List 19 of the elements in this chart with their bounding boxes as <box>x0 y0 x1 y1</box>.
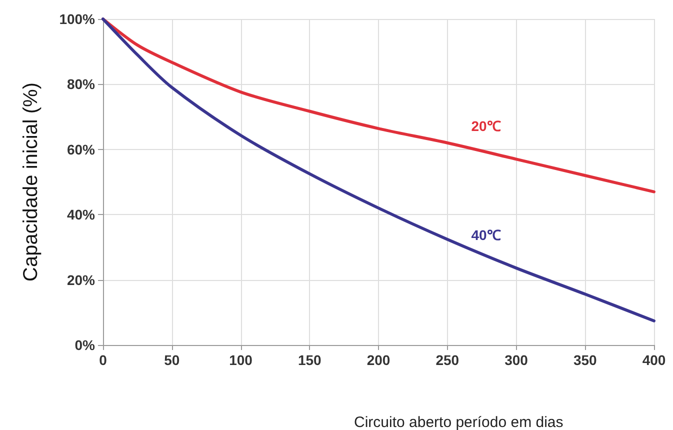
series-label: 40℃ <box>471 227 501 244</box>
x-tick-label: 50 <box>164 352 180 368</box>
y-tick-label: 60% <box>66 141 96 158</box>
x-tick-label: 0 <box>99 352 108 368</box>
y-tick-label: 0% <box>74 337 96 353</box>
y-tick-label: 80% <box>66 76 96 92</box>
x-tick-label: 200 <box>366 352 390 368</box>
x-tick-label: 400 <box>642 352 666 368</box>
series-label: 20℃ <box>471 118 501 134</box>
y-axis-title: Capacidade inicial (%) <box>20 82 42 282</box>
x-tick-label: 300 <box>504 352 528 368</box>
x-tick-label: 350 <box>573 352 598 368</box>
y-tick-label: 40% <box>66 206 96 223</box>
x-tick-label: 250 <box>436 352 460 368</box>
x-axis-title: Circuito aberto período em dias <box>354 414 564 430</box>
x-tick-label: 150 <box>298 352 322 368</box>
y-tick-label: 100% <box>59 11 96 27</box>
y-tick-label: 20% <box>66 272 96 288</box>
x-tick-label: 100 <box>229 352 253 368</box>
